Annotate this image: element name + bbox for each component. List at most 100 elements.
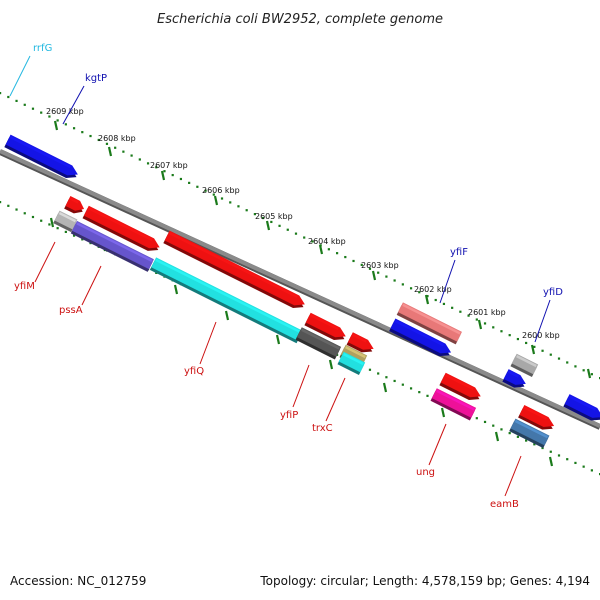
outer-ruler xyxy=(0,92,600,380)
inner-ruler-dot xyxy=(533,443,536,446)
outer-ruler-dot xyxy=(220,197,224,200)
outer-ruler-dot xyxy=(163,170,166,173)
gene-label: yfiP xyxy=(280,410,298,421)
outer-ruler-dot xyxy=(188,181,191,184)
gene-label: ung xyxy=(416,467,435,478)
outer-ruler-dot xyxy=(516,337,520,341)
inner-ruler-dot xyxy=(541,446,544,450)
outer-ruler-dot xyxy=(130,154,133,157)
gene-label-leader xyxy=(9,55,31,97)
gene-label-leader xyxy=(504,455,522,497)
outer-ruler-dot xyxy=(237,205,240,208)
inner-ruler-dot xyxy=(426,394,429,397)
genome-summary-text: Topology: circular; Length: 4,578,159 bp… xyxy=(260,574,590,588)
gene-arrow xyxy=(430,388,477,421)
gene-arrow xyxy=(163,230,305,309)
gene-arrow xyxy=(53,210,78,233)
accession-text: Accession: NC_012759 xyxy=(10,574,147,588)
outer-ruler-dot xyxy=(533,345,536,348)
inner-ruler-dot xyxy=(401,383,404,386)
outer-ruler-dot xyxy=(483,322,487,325)
inner-ruler-dot xyxy=(475,417,478,420)
inner-ruler-dot xyxy=(31,215,35,219)
outer-ruler-dot xyxy=(327,248,330,251)
gene-label-leader xyxy=(62,85,85,125)
inner-ruler-dot xyxy=(72,234,76,237)
inner-ruler-dot xyxy=(385,376,388,379)
outer-ruler-dot xyxy=(418,291,421,294)
gene-arrow xyxy=(346,332,374,353)
inner-ruler-dot xyxy=(516,435,520,438)
gene-arrow xyxy=(518,405,555,430)
inner-ruler-dot xyxy=(377,372,380,375)
outer-ruler-dot xyxy=(146,162,150,165)
inner-major-tick xyxy=(494,431,500,442)
kbp-label: 2604 kbp xyxy=(308,237,346,246)
outer-ruler-dot xyxy=(23,103,26,106)
outer-ruler-dot xyxy=(467,314,470,317)
outer-ruler-dot xyxy=(393,279,396,282)
backbone-line xyxy=(0,149,600,428)
inner-ruler-dot xyxy=(409,387,413,390)
outer-ruler-dot xyxy=(122,150,125,153)
inner-ruler-dot xyxy=(582,465,585,468)
outer-ruler-dot xyxy=(286,228,289,231)
outer-major-tick xyxy=(213,195,219,206)
gene-arrow xyxy=(70,220,154,272)
outer-ruler-dot xyxy=(549,353,552,356)
inner-major-tick xyxy=(440,407,446,418)
outer-ruler-dot xyxy=(451,306,454,309)
gene-label-leader xyxy=(81,265,102,306)
outer-ruler-dot xyxy=(196,185,199,188)
inner-ruler-dot xyxy=(81,238,84,241)
inner-ruler-dot xyxy=(15,208,18,211)
gene-arrow xyxy=(295,327,342,360)
outer-ruler-dot xyxy=(0,92,2,95)
gene-arrow xyxy=(149,257,303,344)
outer-ruler-dot xyxy=(377,271,380,274)
outer-ruler-dot xyxy=(171,173,174,177)
outer-ruler-dot xyxy=(48,115,51,118)
outer-ruler-dot xyxy=(138,158,141,161)
outer-major-tick xyxy=(53,120,59,131)
kbp-label: 2608 kbp xyxy=(98,134,136,143)
inner-major-tick xyxy=(224,310,230,321)
gene-arrow xyxy=(509,418,550,449)
kbp-label: 2601 kbp xyxy=(468,308,506,317)
inner-major-tick xyxy=(173,284,179,295)
outer-ruler-dot xyxy=(525,341,528,345)
outer-ruler-dot xyxy=(459,310,462,313)
outer-ruler-dot xyxy=(97,138,100,142)
inner-major-tick xyxy=(275,334,281,345)
outer-major-tick xyxy=(477,319,483,330)
outer-ruler-dot xyxy=(368,267,372,270)
gene-arrow xyxy=(304,312,346,340)
outer-ruler-dot xyxy=(352,259,355,263)
kbp-label: 2600 kbp xyxy=(522,331,560,340)
outer-ruler-dot xyxy=(434,298,437,302)
outer-ruler-dot xyxy=(590,373,593,376)
inner-ruler-dot xyxy=(549,450,552,453)
outer-ruler-dot xyxy=(15,99,18,103)
inner-ruler-dot xyxy=(566,458,569,461)
gene-label: eamB xyxy=(490,499,519,510)
inner-ruler-dot xyxy=(418,391,421,394)
gene-arrow xyxy=(82,205,160,251)
inner-major-tick xyxy=(548,456,554,467)
outer-ruler-dot xyxy=(278,224,281,227)
inner-ruler-dot xyxy=(500,428,503,431)
inner-major-tick xyxy=(382,382,388,393)
genome-backbone xyxy=(0,149,600,430)
outer-ruler-dot xyxy=(385,275,388,278)
gene-label-leader xyxy=(292,364,310,408)
gene-arrow xyxy=(64,196,85,214)
kbp-label: 2603 kbp xyxy=(361,261,399,270)
gene-label: trxC xyxy=(312,423,333,434)
outer-major-tick xyxy=(107,146,113,157)
kbp-label: 2606 kbp xyxy=(202,186,240,195)
gene-label-leader xyxy=(199,321,217,365)
outer-major-tick xyxy=(265,220,271,231)
outer-ruler-dot xyxy=(294,232,298,235)
outer-ruler-dot xyxy=(179,177,183,181)
outer-ruler-dot xyxy=(360,263,363,266)
